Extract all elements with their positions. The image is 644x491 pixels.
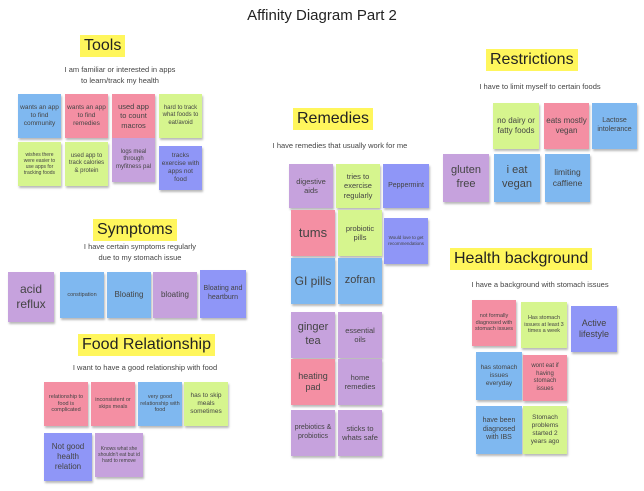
sticky-note[interactable]: acid reflux (8, 272, 54, 322)
sticky-note[interactable]: Not good health relation (44, 433, 92, 481)
food-relationship-heading: Food Relationship (78, 334, 215, 356)
sticky-note[interactable]: eats mostly vegan (544, 103, 589, 149)
sticky-note[interactable]: digestive aids (289, 164, 333, 208)
sticky-note[interactable]: GI pills (291, 258, 335, 304)
sticky-note[interactable]: wishes there were easier to use apps for… (18, 142, 61, 186)
sticky-note[interactable]: relationship to food is complicated (44, 382, 88, 426)
sticky-note[interactable]: tums (291, 210, 335, 256)
restrictions-description: I have to limit myself to certain foods (479, 82, 601, 91)
sticky-note[interactable]: inconsistent or skips meals (91, 382, 135, 426)
health-background-heading: Health background (450, 248, 593, 270)
sticky-note[interactable]: Stomach problems started 2 years ago (523, 406, 567, 454)
sticky-note[interactable]: gluten free (443, 154, 489, 202)
sticky-note[interactable]: very good relationship with food (138, 382, 182, 426)
sticky-note[interactable]: bloating (153, 272, 197, 318)
restrictions-heading: Restrictions (486, 49, 578, 71)
sticky-note[interactable]: have been diagnosed with IBS (476, 406, 522, 454)
sticky-note[interactable]: wont eat if having stomach issues (523, 355, 567, 401)
tools-description-line2: to learn/track my health (81, 76, 159, 85)
food-relationship-description: I want to have a good relationship with … (72, 363, 218, 372)
tools-description-line1: I am familiar or interested in apps (64, 65, 176, 74)
tools-description: I am familiar or interested in apps to l… (20, 64, 220, 86)
sticky-note[interactable]: Has stomach issues at least 3 times a we… (521, 302, 567, 348)
sticky-note[interactable]: heating pad (291, 359, 335, 405)
symptoms-description-line2: due to my stomach issue (98, 253, 182, 262)
symptoms-description-line1: I have certain symptoms regularly (83, 242, 197, 251)
sticky-note[interactable]: ginger tea (291, 312, 335, 358)
sticky-note[interactable]: tries to exercise regularly (336, 164, 380, 208)
sticky-note[interactable]: wants an app to find remedies (65, 94, 108, 138)
remedies-heading: Remedies (293, 108, 374, 130)
sticky-note[interactable]: probiotic pills (338, 210, 382, 256)
sticky-note[interactable]: Lactose intolerance (592, 103, 637, 149)
sticky-note[interactable]: logs meal through myfitness pal (112, 138, 155, 182)
symptoms-description: I have certain symptoms regularly due to… (40, 241, 240, 263)
sticky-note[interactable]: home remedies (338, 359, 382, 405)
sticky-note[interactable]: wants an app to find community (18, 94, 61, 138)
sticky-note[interactable]: has stomach issues everyday (476, 352, 522, 400)
sticky-note[interactable]: Bloating and heartburn (200, 270, 246, 318)
symptoms-heading: Symptoms (93, 219, 177, 241)
sticky-note[interactable]: zofran (338, 258, 382, 304)
sticky-note[interactable]: prebiotics & probiotics (291, 410, 335, 456)
sticky-note[interactable]: Would love to get recommendations (384, 218, 428, 264)
sticky-note[interactable]: Active lifestyle (571, 306, 617, 352)
sticky-note[interactable]: not formally diagnosed with stomach issu… (472, 300, 516, 346)
sticky-note[interactable]: no dairy or fatty foods (493, 103, 539, 149)
sticky-note[interactable]: used app to count macros (112, 94, 155, 138)
sticky-note[interactable]: Peppermint (383, 164, 429, 208)
sticky-note[interactable]: tracks exercise with apps not food (159, 146, 202, 190)
sticky-note[interactable]: hard to track what foods to eat/avoid (159, 94, 202, 138)
sticky-note[interactable]: Knows what she shouldn't eat but id hard… (95, 433, 143, 477)
sticky-note[interactable]: Bloating (107, 272, 151, 318)
sticky-note[interactable]: i eat vegan (494, 154, 540, 202)
sticky-note[interactable]: constipation (60, 272, 104, 318)
health-background-description: I have a background with stomach issues (471, 280, 609, 289)
diagram-title: Affinity Diagram Part 2 (247, 7, 397, 24)
sticky-note[interactable]: limiting caffiene (545, 154, 590, 202)
sticky-note[interactable]: has to skip meals sometimes (184, 382, 228, 426)
remedies-description: I have remedies that usually work for me (272, 141, 408, 150)
sticky-note[interactable]: essential oils (338, 312, 382, 358)
tools-heading: Tools (80, 35, 126, 57)
sticky-note[interactable]: used app to track calories & protein (65, 142, 108, 186)
sticky-note[interactable]: sticks to whats safe (338, 410, 382, 456)
